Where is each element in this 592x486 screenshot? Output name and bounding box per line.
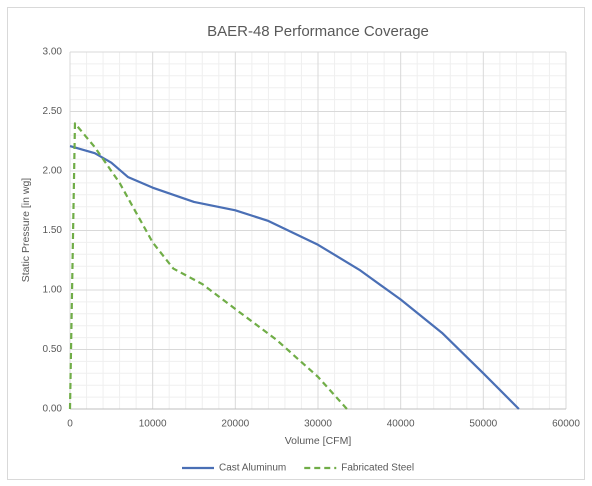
series-line <box>68 122 348 410</box>
series-line <box>69 144 520 410</box>
legend-label: Fabricated Steel <box>341 463 414 474</box>
y-tick-label: 1.00 <box>43 285 63 296</box>
chart-title: BAER-48 Performance Coverage <box>207 23 429 40</box>
y-tick-label: 0.00 <box>43 404 63 415</box>
y-tick-label: 2.50 <box>43 106 63 117</box>
chart-frame <box>7 7 585 480</box>
x-tick-label: 40000 <box>387 419 415 430</box>
x-axis-label: Volume [CFM] <box>285 435 352 447</box>
y-tick-label: 3.00 <box>43 47 63 58</box>
x-tick-label: 30000 <box>304 419 332 430</box>
y-axis-label: Static Pressure [in wg] <box>20 178 32 283</box>
x-tick-label: 50000 <box>469 419 497 430</box>
y-tick-label: 1.50 <box>43 225 63 236</box>
x-tick-label: 20000 <box>221 419 249 430</box>
x-tick-label: 60000 <box>552 419 580 430</box>
x-tick-label: 10000 <box>139 419 167 430</box>
y-tick-label: 0.50 <box>43 344 63 355</box>
legend-label: Cast Aluminum <box>219 463 286 474</box>
y-tick-label: 2.00 <box>43 166 63 177</box>
x-tick-label: 0 <box>67 419 73 430</box>
